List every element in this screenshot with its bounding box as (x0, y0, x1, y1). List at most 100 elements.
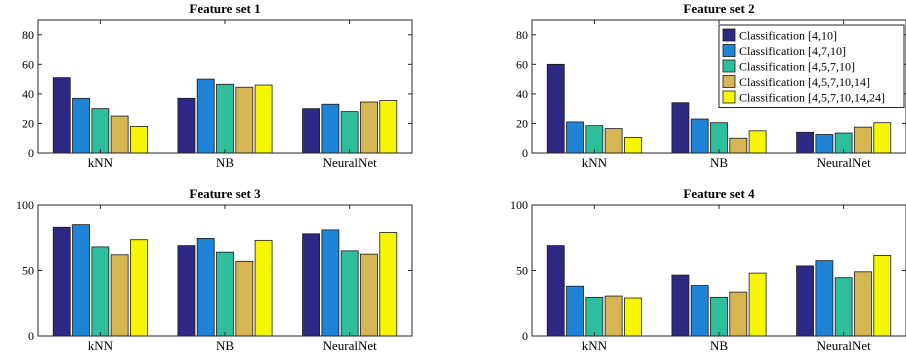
plot-frame (531, 19, 906, 154)
bar-knn-series-5 (130, 126, 148, 154)
x-category-label: kNN (582, 338, 608, 353)
bar-knn-series-3 (585, 296, 604, 337)
y-tick-label: 20 (22, 116, 34, 130)
bar-nb-series-4 (729, 137, 748, 154)
x-category-label: NeuralNet (323, 155, 378, 170)
y-tick-label: 0 (522, 329, 528, 343)
y-tick-label: 40 (516, 87, 528, 101)
bar-neuralnet-series-4 (854, 126, 872, 154)
x-category-label: NeuralNet (817, 155, 872, 170)
bar-knn-series-5 (624, 297, 642, 337)
legend-swatch (722, 44, 736, 57)
x-category-label: NB (710, 338, 728, 353)
plot-frame (37, 19, 413, 154)
bar-nb-series-4 (235, 86, 254, 154)
y-tick-label: 50 (22, 264, 34, 278)
bar-nb-series-5 (254, 84, 273, 154)
bar-nb-series-5 (748, 130, 767, 154)
bar-nb-series-1 (177, 97, 196, 154)
plot-frame (531, 204, 906, 337)
chart-title: Feature set 2 (683, 1, 754, 16)
bar-nb-series-4 (235, 260, 254, 337)
legend-entry-label: Classification [4,5,7,10,14,24] (739, 91, 885, 105)
bar-nb-series-3 (216, 251, 234, 337)
legend-entry-label: Classification [4,5,7,10,14] (739, 75, 870, 89)
chart-title: Feature set 4 (683, 186, 755, 201)
bar-neuralnet-series-5 (873, 122, 892, 154)
legend-swatch (722, 90, 736, 104)
bar-nb-series-5 (748, 272, 767, 337)
x-category-label: NeuralNet (817, 338, 872, 353)
bar-knn-series-2 (72, 97, 90, 154)
bar-neuralnet-series-3 (834, 277, 853, 337)
legend-box (718, 24, 905, 108)
bar-nb-series-4 (729, 291, 748, 337)
x-category-label: NB (710, 155, 728, 170)
bar-neuralnet-series-2 (815, 260, 834, 337)
bar-nb-series-2 (690, 118, 709, 154)
bar-neuralnet-series-1 (796, 131, 814, 154)
legend: Classification [4,10]Classification [4,7… (718, 24, 905, 108)
legend-entry-label: Classification [4,7,10] (739, 44, 846, 58)
bar-nb-series-3 (710, 296, 728, 337)
bar-neuralnet-series-5 (379, 100, 398, 154)
y-tick-label: 100 (510, 198, 528, 212)
legend-entry-label: Classification [4,10] (739, 29, 837, 43)
bar-nb-series-1 (671, 274, 690, 337)
y-tick-label: 0 (28, 146, 34, 160)
chart-title: Feature set 1 (189, 1, 260, 16)
x-category-label: NB (216, 338, 234, 353)
legend-entry-label: Classification [4,5,7,10] (739, 60, 855, 74)
bar-neuralnet-series-3 (340, 111, 359, 154)
y-tick-label: 100 (16, 198, 34, 212)
bar-neuralnet-series-4 (360, 101, 378, 154)
bar-knn-series-3 (91, 246, 110, 337)
chart-panel-1: Feature set 1 0 20 40 60 80 kNN NB NeuralNet (22, 1, 413, 170)
bar-neuralnet-series-1 (302, 233, 320, 337)
bar-nb-series-2 (196, 78, 215, 154)
y-tick-label: 60 (516, 57, 528, 71)
y-tick-label: 80 (22, 28, 34, 42)
legend-swatch (722, 59, 736, 73)
y-tick-label: 0 (28, 329, 34, 343)
chart-panel-3: Feature set 3 0 50 100 kNN NB NeuralNet (16, 186, 413, 353)
bar-knn-series-2 (72, 224, 90, 337)
bar-knn-series-1 (546, 245, 565, 337)
bar-neuralnet-series-1 (796, 265, 814, 337)
bar-knn-series-2 (566, 121, 584, 154)
bar-knn-series-4 (604, 295, 623, 337)
bar-neuralnet-series-3 (340, 250, 359, 337)
x-category-label: NB (216, 155, 234, 170)
x-category-label: kNN (88, 338, 114, 353)
y-tick-label: 0 (522, 146, 528, 160)
bar-nb-series-1 (177, 245, 196, 337)
bar-knn-series-5 (624, 137, 642, 154)
bar-knn-series-4 (604, 128, 623, 154)
bar-neuralnet-series-1 (302, 108, 320, 154)
bar-neuralnet-series-4 (854, 271, 872, 337)
bar-nb-series-5 (254, 239, 273, 337)
bar-knn-series-3 (585, 125, 604, 154)
bar-neuralnet-series-2 (321, 103, 340, 154)
chart-panel-4: Feature set 4 0 50 100 kNN NB NeuralNet (510, 186, 906, 353)
bar-knn-series-3 (91, 108, 110, 154)
bar-knn-series-1 (546, 63, 565, 154)
y-tick-label: 40 (22, 87, 34, 101)
plot-frame (37, 204, 413, 337)
bar-nb-series-2 (196, 238, 215, 337)
bar-knn-series-1 (52, 77, 71, 154)
bar-nb-series-2 (690, 285, 709, 337)
x-category-label: kNN (88, 155, 114, 170)
bar-neuralnet-series-5 (873, 255, 892, 337)
bar-knn-series-1 (52, 226, 71, 337)
bar-neuralnet-series-5 (379, 232, 398, 337)
bar-nb-series-3 (216, 83, 234, 154)
bar-knn-series-2 (566, 285, 584, 337)
bar-neuralnet-series-4 (360, 253, 378, 337)
legend-swatch (722, 75, 736, 88)
x-category-label: NeuralNet (323, 338, 378, 353)
bar-knn-series-4 (110, 254, 129, 337)
bar-neuralnet-series-2 (321, 229, 340, 337)
y-tick-label: 60 (22, 57, 34, 71)
